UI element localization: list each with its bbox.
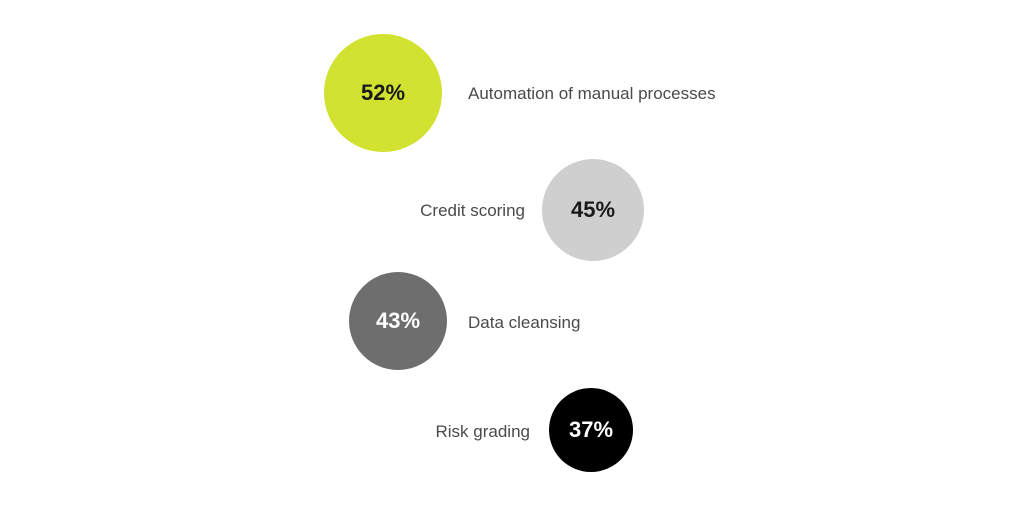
- bubble-value: 43%: [376, 308, 420, 334]
- bubble-label: Automation of manual processes: [468, 84, 716, 104]
- bubble-value: 45%: [571, 197, 615, 223]
- bubble-2: 43%: [349, 272, 447, 370]
- bubble-value: 52%: [361, 80, 405, 106]
- bubble-label: Risk grading: [436, 422, 531, 442]
- bubble-1: 45%: [542, 159, 644, 261]
- bubble-0: 52%: [324, 34, 442, 152]
- bubble-label: Credit scoring: [420, 201, 525, 221]
- bubble-label: Data cleansing: [468, 313, 580, 333]
- bubble-3: 37%: [549, 388, 633, 472]
- bubble-value: 37%: [569, 417, 613, 443]
